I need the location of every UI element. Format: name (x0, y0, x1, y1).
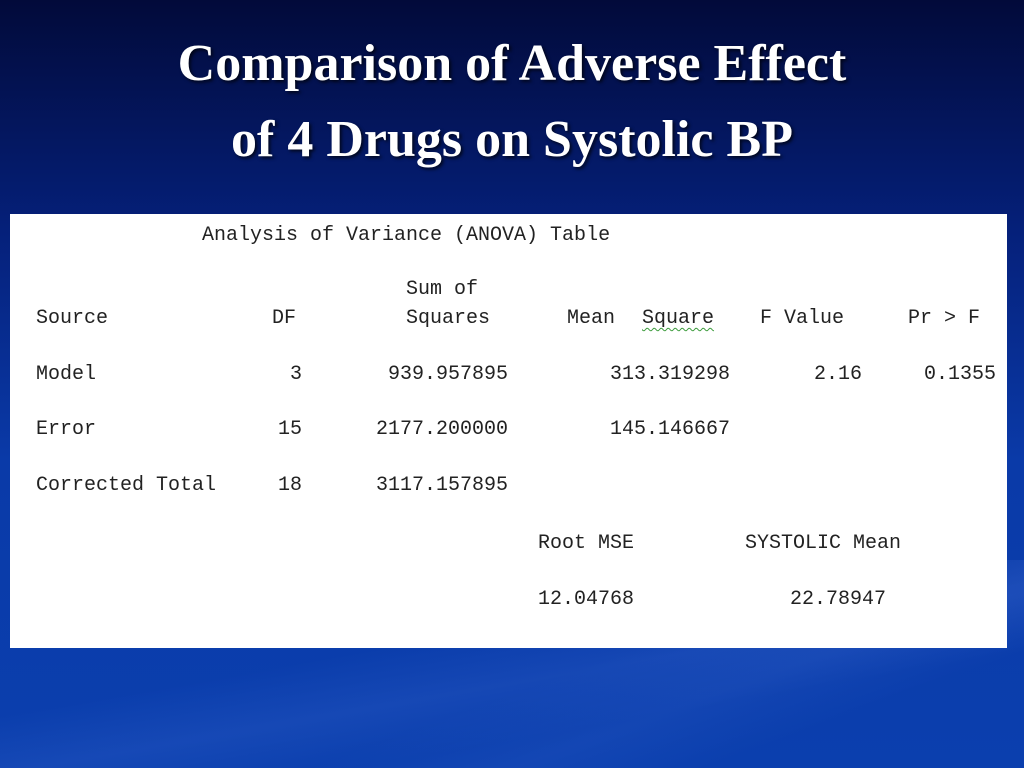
root-mse-label: Root MSE (538, 532, 635, 555)
row-error-ms: 145.146667 (609, 418, 730, 441)
row-total-df: 18 (277, 474, 302, 497)
header-source: Source (36, 307, 109, 330)
row-error-source: Error (36, 418, 97, 441)
row-model-ms: 313.319298 (609, 363, 730, 386)
header-mean: Mean (567, 307, 616, 330)
slide-title: Comparison of Adverse Effect of 4 Drugs … (0, 26, 1024, 178)
anova-output-panel: Analysis of Variance (ANOVA) Table Sum o… (10, 214, 1007, 648)
root-mse-value: 12.04768 (538, 588, 635, 611)
header-sum-of: Sum of (406, 278, 479, 301)
title-line-1: Comparison of Adverse Effect (177, 35, 847, 92)
row-model-df: 3 (289, 363, 302, 386)
row-model-f: 2.16 (813, 363, 862, 386)
header-f-value: F Value (760, 307, 845, 330)
header-df: DF (272, 307, 297, 330)
row-total-ss: 3117.157895 (375, 474, 508, 497)
row-model-p: 0.1355 (923, 363, 996, 386)
row-model-source: Model (36, 363, 97, 386)
systolic-mean-value: 22.78947 (790, 588, 887, 611)
anova-heading: Analysis of Variance (ANOVA) Table (202, 224, 611, 247)
row-total-source: Corrected Total (36, 474, 217, 497)
header-square: Square (642, 307, 715, 330)
header-squares: Squares (406, 307, 491, 330)
row-error-ss: 2177.200000 (375, 418, 508, 441)
row-error-df: 15 (277, 418, 302, 441)
title-line-2: of 4 Drugs on Systolic BP (231, 111, 793, 168)
systolic-mean-label: SYSTOLIC Mean (745, 532, 902, 555)
row-model-ss: 939.957895 (387, 363, 508, 386)
header-pr-f: Pr > F (908, 307, 981, 330)
